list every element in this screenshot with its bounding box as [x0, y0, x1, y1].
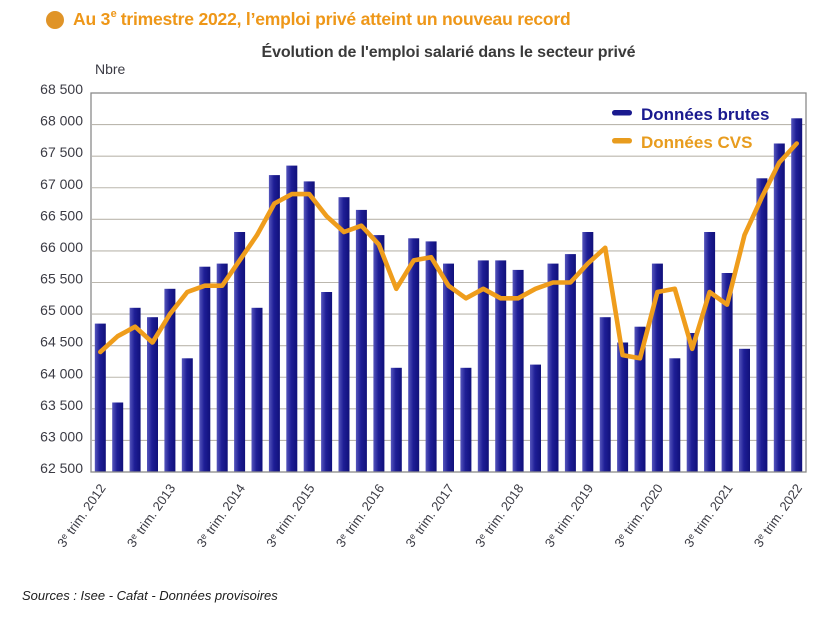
x-axis-tick-label: 3e trim. 2016	[333, 481, 388, 550]
bar	[390, 367, 402, 472]
y-axis-tick-label: 68 500	[40, 81, 83, 97]
bar	[129, 307, 141, 472]
bar	[251, 307, 263, 472]
x-axis-tick-label: 3e trim. 2012	[54, 481, 109, 550]
bar	[791, 118, 803, 473]
bar	[669, 358, 681, 472]
bar	[651, 263, 663, 472]
headline-text: Au 3e trimestre 2022, l’emploi privé att…	[73, 8, 571, 29]
bar	[181, 358, 193, 472]
bar	[408, 238, 420, 472]
bar	[773, 143, 785, 472]
bar	[234, 232, 246, 472]
bar	[112, 402, 124, 472]
bar	[721, 273, 733, 472]
bar	[164, 288, 176, 472]
y-axis-unit-label: Nbre	[95, 61, 126, 77]
y-axis-tick-label: 64 000	[40, 365, 83, 381]
bar	[355, 209, 367, 472]
bar	[338, 197, 350, 472]
y-axis-tick-label: 64 500	[40, 334, 83, 350]
x-axis-tick-label: 3e trim. 2015	[263, 481, 318, 550]
bar	[756, 178, 768, 473]
bar	[704, 232, 716, 472]
x-axis-tick-label: 3e trim. 2014	[194, 481, 249, 550]
bar	[599, 317, 611, 472]
y-axis-tick-label: 65 000	[40, 302, 83, 318]
bar	[477, 260, 489, 472]
bar	[495, 260, 507, 472]
bar	[321, 292, 333, 472]
x-axis-tick-label: 3e trim. 2020	[611, 481, 666, 550]
bar	[512, 269, 524, 472]
y-axis-tick-label: 65 500	[40, 271, 83, 287]
y-axis-tick-label: 68 000	[40, 113, 83, 129]
x-axis-tick-label: 3e trim. 2022	[751, 481, 806, 550]
y-axis-labels: 62 500 63 000 63 500 64 000 64 500 65 000 65 5…	[40, 81, 83, 476]
x-axis-labels: 3e trim. 2012 3e trim. 2013 3e trim. 2014 3…	[54, 481, 805, 550]
legend-marker-donnees-cvs	[612, 138, 632, 144]
legend: Données brutes Données CVS	[612, 105, 769, 152]
x-axis-tick-label: 3e trim. 2013	[124, 481, 179, 550]
y-axis-tick-label: 63 000	[40, 428, 83, 444]
y-axis-tick-label: 66 000	[40, 239, 83, 255]
bar	[94, 323, 106, 472]
bar	[547, 263, 559, 472]
y-axis-tick-label: 62 500	[40, 460, 83, 476]
bar	[564, 254, 576, 472]
plot-frame	[90, 92, 807, 473]
bar	[216, 263, 228, 472]
bar	[530, 364, 541, 472]
bars-series-donnees-brutes	[94, 118, 803, 473]
bar	[425, 241, 437, 472]
bar	[373, 235, 385, 472]
bar	[739, 348, 750, 472]
bullet-icon	[46, 10, 64, 29]
x-axis-tick-label: 3e trim. 2021	[681, 481, 736, 550]
headline: Au 3e trimestre 2022, l’emploi privé att…	[46, 8, 571, 30]
bar	[582, 232, 594, 472]
bar	[634, 326, 646, 472]
chart-title: Évolution de l'emploi salarié dans le se…	[261, 44, 636, 61]
line-series-donnees-cvs	[98, 141, 800, 361]
bar	[303, 181, 315, 472]
bar	[617, 342, 629, 472]
y-axis-tick-label: 66 500	[40, 207, 83, 223]
bar	[268, 175, 280, 472]
source-note: Sources : Isee - Cafat - Données proviso…	[22, 588, 278, 603]
bar	[147, 317, 158, 472]
y-axis-tick-label: 63 500	[40, 397, 83, 413]
legend-marker-donnees-brutes	[612, 110, 632, 116]
x-axis-tick-label: 3e trim. 2018	[472, 481, 527, 550]
x-axis-tick-label: 3e trim. 2017	[402, 481, 457, 550]
legend-label-donnees-cvs: Données CVS	[641, 133, 752, 152]
y-axis-tick-label: 67 000	[40, 176, 83, 192]
legend-label-donnees-brutes: Données brutes	[641, 105, 769, 124]
bar	[443, 263, 454, 472]
bar	[460, 367, 472, 472]
x-axis-tick-label: 3e trim. 2019	[542, 481, 597, 550]
y-axis-tick-label: 67 500	[40, 144, 83, 160]
bar	[286, 165, 298, 472]
bar	[199, 266, 211, 472]
bar	[686, 333, 698, 472]
